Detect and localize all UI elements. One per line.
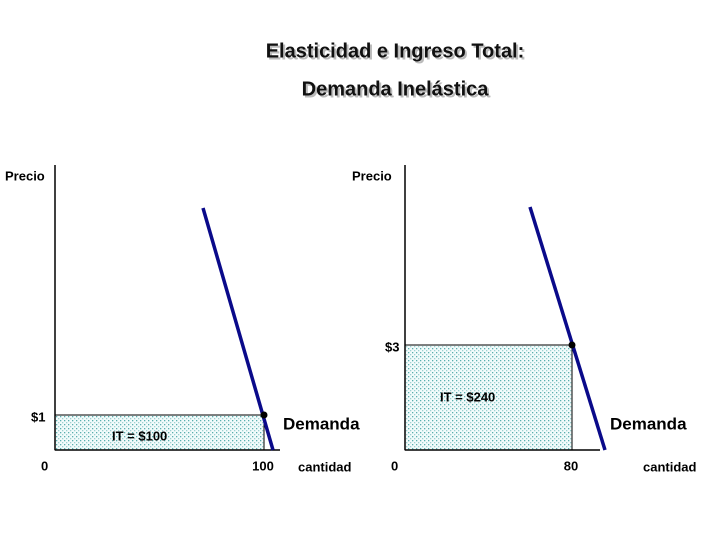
title: Elasticidad e Ingreso Total: [266, 40, 525, 62]
demand-curve [528, 206, 607, 451]
panel-right: Precio $3 IT = $240 0 80 Demanda cantida… [352, 165, 697, 474]
title-shadow: Demanda Inelástica [304, 80, 492, 102]
curve-label: Demanda [610, 414, 687, 433]
y-axis-label: Precio [5, 168, 45, 183]
demand-curve [201, 207, 275, 451]
revenue-area [54, 414, 265, 451]
revenue-label: IT = $240 [440, 389, 495, 404]
quantity-label: 100 [252, 458, 274, 473]
x-axis-label: cantidad [643, 459, 697, 474]
origin-label: 0 [41, 458, 48, 473]
revenue-label: IT = $100 [112, 428, 167, 443]
title-shadow: Elasticidad e Ingreso Total: [268, 42, 527, 64]
x-axis-label: cantidad [298, 459, 352, 474]
price-label: $1 [31, 409, 45, 424]
price-label: $3 [385, 339, 399, 354]
curve-label: Demanda [283, 414, 360, 433]
quantity-label: 80 [564, 458, 578, 473]
point [568, 341, 576, 349]
panel-left: Precio $1 IT = $100 0 100 Demanda cantid… [5, 165, 360, 474]
title: Demanda Inelástica [302, 78, 490, 100]
y-axis-label: Precio [352, 168, 392, 183]
origin-label: 0 [391, 458, 398, 473]
point [260, 411, 268, 419]
